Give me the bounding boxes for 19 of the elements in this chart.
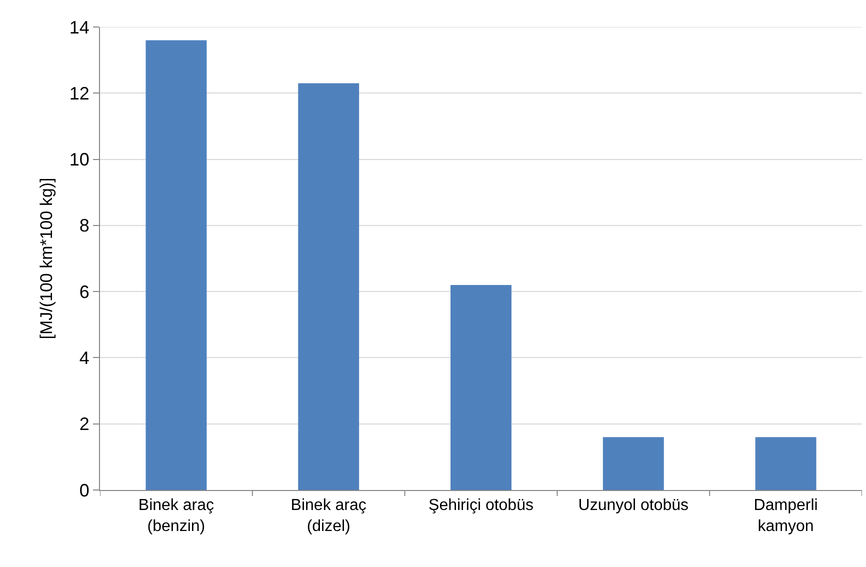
bar — [602, 437, 664, 490]
bar — [450, 284, 512, 490]
bar — [755, 437, 816, 490]
y-tick-label: 2 — [79, 414, 90, 434]
y-tick-label: 14 — [69, 17, 90, 38]
x-tick-label: Uzunyol otobüs — [578, 497, 689, 514]
bar — [298, 83, 360, 490]
y-tick-label: 10 — [69, 150, 90, 170]
x-tick-label: Şehiriçi otobüs — [428, 497, 534, 514]
bar — [146, 40, 207, 490]
y-tick-label: 8 — [79, 216, 90, 236]
y-tick-label: 12 — [69, 83, 90, 104]
y-tick-label: 6 — [79, 282, 90, 302]
y-tick-label: 0 — [79, 480, 90, 500]
x-tick-label: Binek araç (benzin) — [138, 497, 214, 535]
x-tick-label: Binek araç (dizel) — [290, 497, 366, 535]
x-tick-label: Damperli kamyon — [754, 497, 818, 535]
y-axis-title: [MJ/(100 km*100 kg)] — [36, 178, 56, 340]
y-tick-label: 4 — [79, 348, 90, 368]
